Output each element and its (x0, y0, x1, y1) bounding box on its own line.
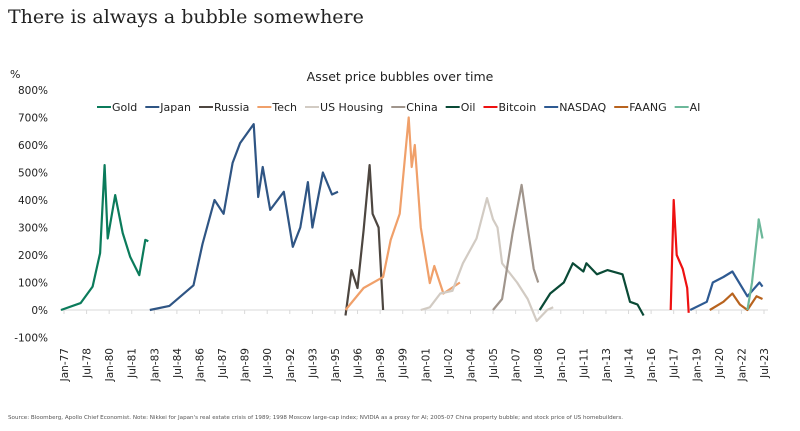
x-tick-label: Jan-83 (149, 348, 161, 382)
x-tick-label: Jan-95 (330, 348, 342, 382)
x-tick-label: Jan-80 (104, 348, 116, 382)
series-line-ai (746, 218, 764, 311)
y-axis-unit: % (10, 68, 20, 81)
legend-label: Japan (159, 101, 191, 114)
series-line-tech (344, 116, 461, 311)
x-tick-label: Jan-19 (691, 348, 703, 382)
x-tick-label: Jul-11 (578, 348, 590, 379)
series-line-russia (344, 164, 385, 316)
x-tick-label: Jul-02 (443, 348, 455, 379)
page-title: There is always a bubble somewhere (8, 6, 364, 28)
x-tick-label: Jul-08 (533, 348, 545, 379)
y-tick-label: -100% (14, 333, 48, 345)
y-tick-label: 0% (31, 305, 48, 317)
x-tick-label: Jul-23 (759, 348, 771, 379)
y-tick-label: 300% (18, 223, 48, 235)
x-tick-label: Jan-16 (646, 348, 658, 383)
legend-label: US Housing (320, 101, 383, 114)
series-line-us-housing (420, 197, 554, 323)
legend-label: Bitcoin (498, 101, 536, 114)
legend-label: FAANG (629, 101, 666, 114)
x-tick-label: Jul-17 (669, 348, 681, 379)
x-tick-label: Jul-84 (172, 348, 184, 379)
x-tick-label: Jan-13 (601, 348, 613, 382)
x-tick-label: Jan-01 (420, 348, 432, 382)
series-line-japan (149, 122, 339, 312)
x-tick-label: Jan-10 (556, 348, 568, 382)
series-line-faang (709, 292, 763, 312)
x-tick-label: Jan-89 (240, 348, 252, 382)
series-line-gold (60, 164, 149, 312)
x-tick-label: Jul-99 (398, 348, 410, 379)
y-tick-label: 400% (18, 195, 48, 207)
x-tick-label: Jan-98 (375, 348, 387, 382)
x-tick-label: Jul-96 (353, 348, 365, 379)
legend-label: Gold (112, 101, 137, 114)
series-line-nasdaq (689, 270, 764, 311)
legend-label: China (406, 101, 437, 114)
series-line-bitcoin (669, 198, 690, 313)
legend-label: Oil (461, 101, 476, 114)
y-tick-label: 600% (18, 140, 48, 152)
x-tick-label: Jul-90 (262, 348, 274, 379)
x-tick-label: Jul-14 (624, 348, 636, 379)
legend-label: Russia (214, 101, 249, 114)
x-tick-label: Jul-87 (217, 348, 229, 379)
x-tick-label: Jul-20 (714, 348, 726, 379)
x-tick-label: Jan-77 (59, 348, 71, 382)
y-tick-label: 800% (18, 85, 48, 97)
legend-label: Tech (271, 101, 297, 114)
chart-title: Asset price bubbles over time (307, 69, 494, 84)
x-tick-label: Jan-22 (736, 348, 748, 382)
x-tick-label: Jul-05 (488, 348, 500, 379)
x-tick-label: Jul-78 (82, 348, 94, 379)
source-note: Source: Bloomberg, Apollo Chief Economis… (8, 415, 623, 421)
series-line-oil (538, 262, 645, 317)
series-line-china (492, 183, 540, 311)
x-tick-label: Jul-81 (127, 348, 139, 379)
y-tick-label: 700% (18, 113, 48, 125)
y-tick-label: 500% (18, 168, 48, 180)
x-tick-label: Jan-04 (465, 348, 477, 383)
x-tick-label: Jul-93 (307, 348, 319, 379)
legend-label: AI (690, 101, 701, 114)
x-tick-label: Jan-86 (194, 348, 206, 383)
legend-label: NASDAQ (559, 101, 606, 114)
x-tick-label: Jan-92 (285, 348, 297, 382)
y-tick-label: 200% (18, 250, 48, 262)
y-tick-label: 100% (18, 278, 48, 290)
x-tick-label: Jan-07 (511, 348, 523, 382)
